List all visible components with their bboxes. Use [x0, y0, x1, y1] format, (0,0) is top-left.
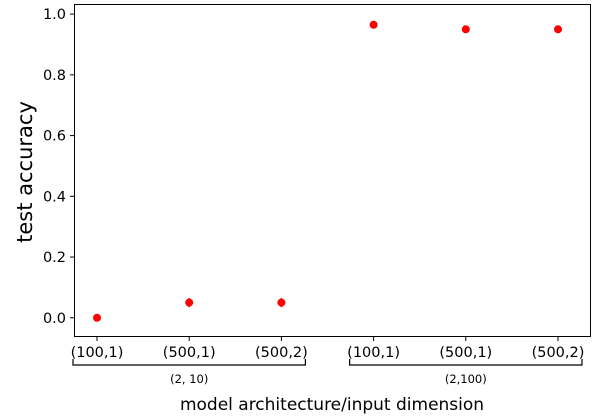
x-axis-title: model architecture/input dimension: [180, 395, 484, 415]
y-axis: 0.0 0.2 0.4 0.6 0.8 1.0: [43, 7, 75, 327]
x-axis: (100,1) (500,1) (500,2) (100,1) (500,1) (500,…: [71, 336, 585, 361]
x-tick-label: (500,1): [439, 345, 492, 361]
group-label: (2, 10): [170, 372, 208, 386]
data-points: [93, 20, 562, 322]
y-tick-label: 0.0: [43, 311, 66, 327]
group-brackets: (2, 10) (2,100): [72, 359, 583, 386]
y-tick-label: 1.0: [43, 7, 66, 23]
group-label: (2,100): [445, 372, 487, 386]
data-point: [93, 313, 101, 322]
x-tick-label: (500,1): [163, 345, 216, 361]
y-tick-label: 0.8: [43, 68, 66, 84]
data-point: [369, 20, 378, 29]
y-axis-title: test accuracy: [13, 101, 37, 243]
group-bracket: [72, 359, 306, 366]
y-tick-label: 0.2: [43, 250, 66, 266]
y-tick-label: 0.4: [43, 189, 66, 205]
x-tick-label: (100,1): [347, 345, 400, 361]
group-bracket: [349, 359, 583, 366]
data-point: [554, 25, 562, 34]
x-tick-label: (500,2): [255, 345, 308, 361]
data-point: [461, 25, 470, 34]
x-tick-label: (100,1): [71, 345, 124, 361]
x-tick-label: (500,2): [532, 345, 585, 361]
y-tick-label: 0.6: [43, 129, 66, 145]
data-point: [277, 298, 286, 307]
data-point: [185, 298, 194, 307]
plot-frame: [74, 4, 591, 337]
